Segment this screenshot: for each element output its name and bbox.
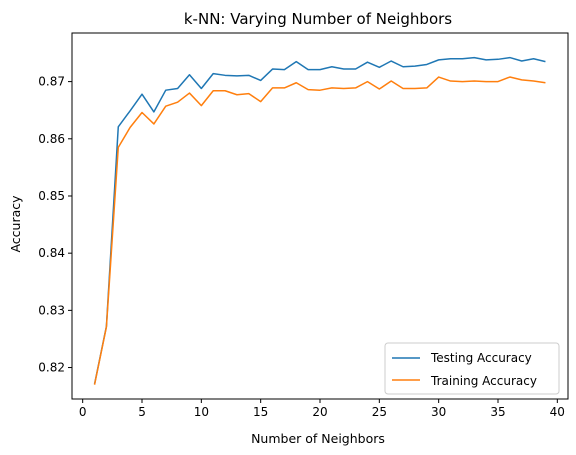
legend: Testing Accuracy Training Accuracy [384, 342, 560, 395]
series-line-training [93, 76, 546, 385]
legend-label-training: Training Accuracy [430, 374, 537, 388]
x-axis-title: Number of Neighbors [251, 431, 385, 446]
x-tick-label: 5 [138, 405, 146, 419]
series-line-testing [93, 56, 546, 385]
legend-label-testing: Testing Accuracy [430, 351, 532, 365]
y-tick-label: 0.84 [38, 246, 65, 260]
axis-ticks: 0 5 10 15 20 25 30 35 40 0.82 0.83 0.84 0.85 0.86 0.87 [38, 75, 565, 419]
y-tick-label: 0.86 [38, 132, 65, 146]
y-axis-title: Accuracy [8, 195, 23, 253]
x-tick-label: 40 [550, 405, 565, 419]
x-tick-label: 10 [194, 405, 209, 419]
series-lines [93, 56, 546, 385]
y-tick-label: 0.82 [38, 361, 65, 375]
x-tick-label: 15 [253, 405, 268, 419]
x-tick-label: 0 [79, 405, 87, 419]
x-tick-label: 20 [312, 405, 327, 419]
chart-title: k-NN: Varying Number of Neighbors [184, 10, 452, 28]
y-tick-label: 0.83 [38, 303, 65, 317]
x-tick-label: 35 [490, 405, 505, 419]
y-tick-label: 0.87 [38, 75, 65, 89]
legend-box [384, 342, 560, 395]
plot-area-frame [71, 32, 569, 400]
y-tick-label: 0.85 [38, 189, 65, 203]
x-tick-label: 30 [431, 405, 446, 419]
x-tick-label: 25 [372, 405, 387, 419]
